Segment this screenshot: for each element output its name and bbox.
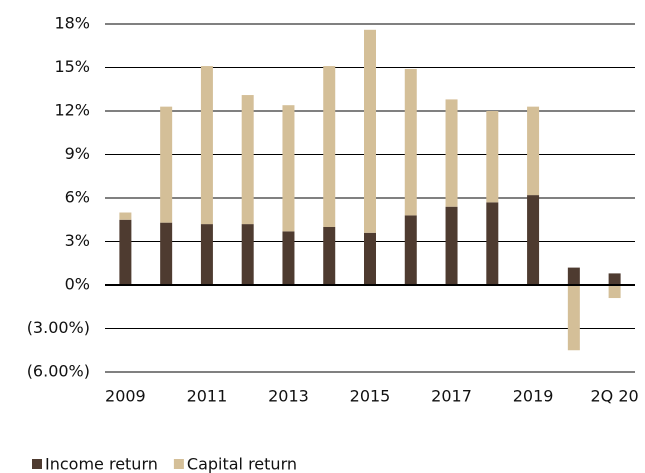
bar-segment xyxy=(160,106,173,223)
bar-segment xyxy=(200,66,213,225)
y-tick-label: (3.00%) xyxy=(27,318,90,337)
x-tick-label: 2009 xyxy=(105,387,146,406)
bar-segment xyxy=(404,215,417,285)
y-tick-label: 6% xyxy=(65,188,90,207)
y-tick-label: 9% xyxy=(65,144,90,163)
legend-swatch xyxy=(32,459,42,469)
bar-segment xyxy=(323,66,336,227)
bar-segment xyxy=(323,227,336,285)
bar-segment xyxy=(445,206,458,285)
y-tick-label: 0% xyxy=(65,275,90,294)
bar-segment xyxy=(486,202,499,285)
bar-segment xyxy=(567,285,580,351)
x-tick-label: 2Q 20 xyxy=(591,387,639,406)
legend-label: Income return xyxy=(45,455,158,473)
bar-segment xyxy=(200,224,213,285)
bar-segment xyxy=(364,29,376,233)
bar-segment xyxy=(445,99,458,207)
bar-segment xyxy=(608,285,621,299)
y-tick-label: 3% xyxy=(65,231,90,250)
x-tick-label: 2013 xyxy=(268,387,309,406)
y-tick-label: (6.00%) xyxy=(27,362,90,381)
bar-segment xyxy=(364,232,376,285)
y-tick-label: 15% xyxy=(54,57,90,76)
bar-segment xyxy=(282,231,295,285)
bar-segment xyxy=(282,105,295,232)
bar-segment xyxy=(486,111,499,203)
bar-segment xyxy=(119,212,132,220)
bar-segment xyxy=(608,273,621,285)
y-tick-label: 12% xyxy=(54,101,90,120)
bar-segment xyxy=(119,219,132,285)
legend-label: Capital return xyxy=(187,455,297,473)
bar-segment xyxy=(241,224,254,285)
x-tick-label: 2011 xyxy=(187,387,228,406)
y-tick-label: 18% xyxy=(54,14,90,33)
bar-segment xyxy=(527,106,540,196)
bar-segment xyxy=(567,267,580,285)
x-tick-label: 2017 xyxy=(431,387,472,406)
x-tick-label: 2015 xyxy=(350,387,391,406)
x-tick-label: 2019 xyxy=(513,387,554,406)
bar-segment xyxy=(404,68,417,216)
bar-segment xyxy=(527,195,540,285)
legend-swatch xyxy=(173,459,184,469)
bar-segment xyxy=(160,222,173,285)
bar-segment xyxy=(241,95,254,225)
